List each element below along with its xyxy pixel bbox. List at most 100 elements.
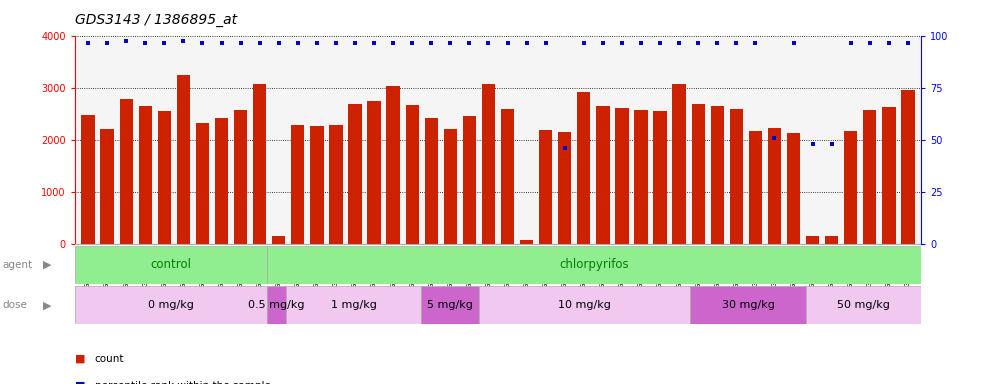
Bar bbox=[120, 99, 132, 244]
Text: ■: ■ bbox=[75, 381, 86, 384]
Point bbox=[290, 40, 306, 46]
Bar bbox=[82, 115, 95, 244]
Point bbox=[461, 40, 477, 46]
Bar bbox=[653, 111, 666, 244]
Point bbox=[519, 40, 535, 46]
Point bbox=[175, 38, 191, 44]
Point bbox=[824, 141, 840, 147]
Bar bbox=[901, 90, 914, 244]
Point bbox=[709, 40, 725, 46]
Text: dose: dose bbox=[2, 300, 27, 310]
Text: percentile rank within the sample: percentile rank within the sample bbox=[95, 381, 271, 384]
Bar bbox=[501, 109, 514, 244]
Bar bbox=[558, 132, 572, 244]
Text: 5 mg/kg: 5 mg/kg bbox=[427, 300, 473, 310]
Bar bbox=[75, 286, 267, 324]
Text: count: count bbox=[95, 354, 124, 364]
Bar bbox=[864, 110, 876, 244]
Point bbox=[156, 40, 172, 46]
Point bbox=[614, 40, 629, 46]
Text: 0 mg/kg: 0 mg/kg bbox=[148, 300, 194, 310]
Bar bbox=[75, 246, 267, 284]
Bar bbox=[421, 286, 479, 324]
Bar bbox=[101, 129, 114, 244]
Point bbox=[880, 40, 896, 46]
Point bbox=[671, 40, 687, 46]
Point bbox=[119, 38, 134, 44]
Point bbox=[423, 40, 439, 46]
Point bbox=[347, 40, 363, 46]
Point bbox=[747, 40, 763, 46]
Bar bbox=[730, 109, 743, 244]
Point bbox=[538, 40, 554, 46]
Bar bbox=[482, 84, 495, 244]
Bar bbox=[539, 130, 553, 244]
Bar bbox=[616, 108, 628, 244]
Point bbox=[480, 40, 496, 46]
Point bbox=[900, 40, 916, 46]
Bar bbox=[215, 118, 228, 244]
Bar bbox=[882, 107, 895, 244]
Point bbox=[862, 40, 877, 46]
Bar bbox=[479, 286, 690, 324]
Text: 50 mg/kg: 50 mg/kg bbox=[838, 300, 890, 310]
Bar bbox=[176, 75, 190, 244]
Text: agent: agent bbox=[2, 260, 32, 270]
Text: 1 mg/kg: 1 mg/kg bbox=[331, 300, 376, 310]
Point bbox=[786, 40, 802, 46]
Bar bbox=[520, 240, 533, 244]
Text: GDS3143 / 1386895_at: GDS3143 / 1386895_at bbox=[75, 13, 237, 27]
Point bbox=[652, 40, 668, 46]
Text: ▶: ▶ bbox=[43, 300, 52, 310]
Text: ■: ■ bbox=[75, 354, 86, 364]
Bar bbox=[349, 104, 362, 244]
Point bbox=[100, 40, 116, 46]
Bar bbox=[806, 236, 820, 244]
Bar bbox=[825, 235, 839, 244]
Bar bbox=[267, 246, 921, 284]
Bar bbox=[330, 125, 343, 244]
Point bbox=[690, 40, 706, 46]
Text: control: control bbox=[150, 258, 191, 271]
Bar bbox=[577, 93, 591, 244]
Bar bbox=[368, 101, 380, 244]
Point bbox=[367, 40, 382, 46]
Point bbox=[442, 40, 458, 46]
Point bbox=[805, 141, 821, 147]
Bar bbox=[253, 84, 266, 244]
Bar bbox=[138, 106, 152, 244]
Bar bbox=[424, 118, 438, 244]
Point bbox=[80, 40, 96, 46]
Point bbox=[194, 40, 210, 46]
Bar bbox=[443, 129, 457, 244]
Bar bbox=[787, 133, 800, 244]
Bar bbox=[310, 126, 324, 244]
Point bbox=[137, 40, 153, 46]
Point bbox=[728, 40, 744, 46]
Point bbox=[385, 40, 401, 46]
Point bbox=[271, 40, 287, 46]
Bar bbox=[234, 109, 247, 244]
Text: ▶: ▶ bbox=[43, 260, 52, 270]
Bar bbox=[196, 122, 209, 244]
Bar bbox=[291, 124, 305, 244]
Bar bbox=[634, 110, 647, 244]
Point bbox=[309, 40, 325, 46]
Point bbox=[213, 40, 229, 46]
Bar bbox=[672, 84, 686, 244]
Text: 0.5 mg/kg: 0.5 mg/kg bbox=[248, 300, 305, 310]
Bar bbox=[710, 106, 724, 244]
Bar bbox=[844, 131, 858, 244]
Text: chlorpyrifos: chlorpyrifos bbox=[560, 258, 629, 271]
Bar bbox=[749, 131, 762, 244]
Bar bbox=[267, 286, 287, 324]
Point bbox=[557, 146, 573, 152]
Text: 10 mg/kg: 10 mg/kg bbox=[558, 300, 611, 310]
Point bbox=[404, 40, 420, 46]
Point bbox=[595, 40, 611, 46]
Bar bbox=[463, 116, 476, 244]
Point bbox=[500, 40, 516, 46]
Point bbox=[233, 40, 249, 46]
Bar bbox=[287, 286, 421, 324]
Bar bbox=[597, 106, 610, 244]
